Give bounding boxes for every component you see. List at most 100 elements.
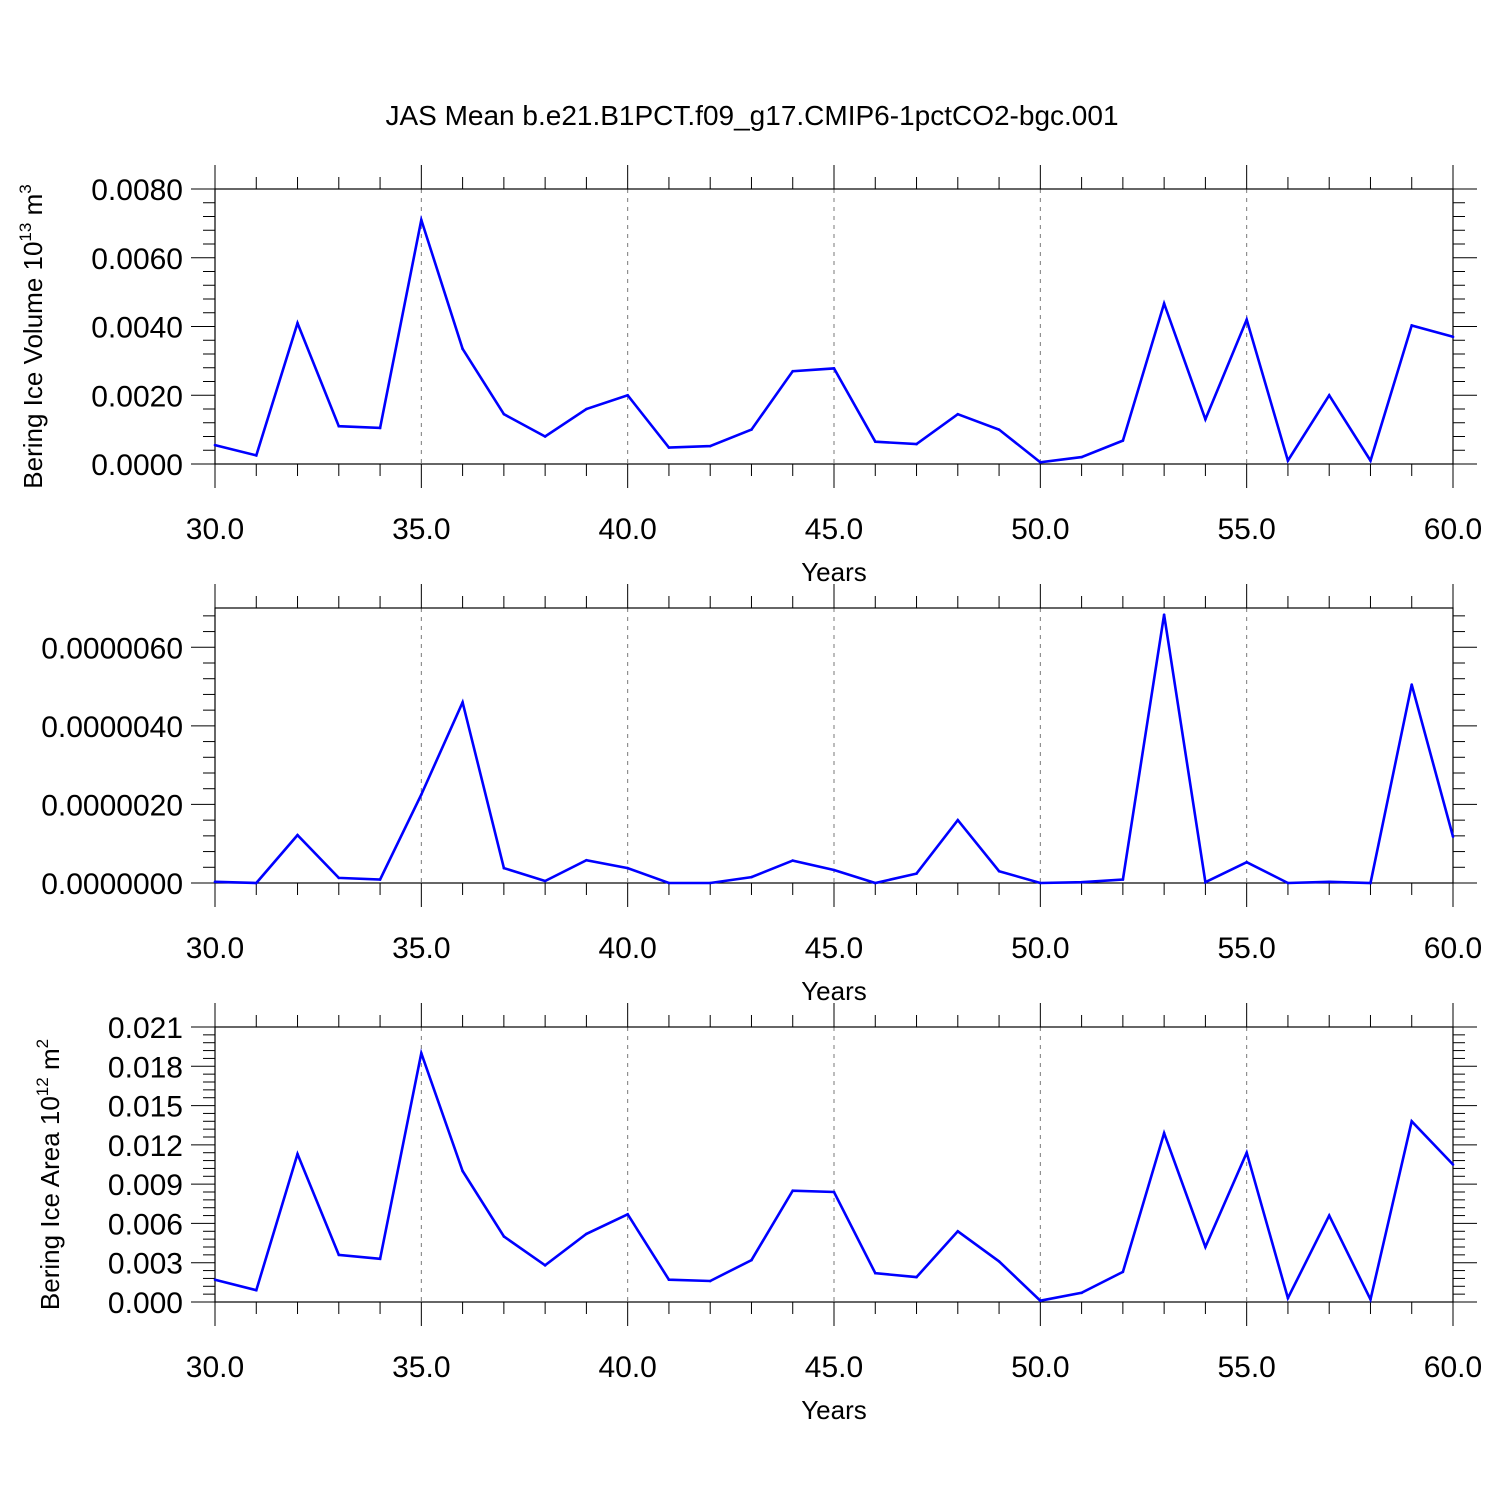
x-axis-title: Years [801, 1395, 867, 1425]
data-point [915, 442, 918, 446]
y-tick-label: 0.0000020 [41, 789, 183, 822]
data-point [461, 347, 464, 351]
data-point [502, 1235, 506, 1238]
data-point [1410, 324, 1414, 327]
data-point [832, 367, 836, 370]
x-tick-label: 45.0 [805, 513, 863, 546]
chart-panel-1: 30.0 35.0 40.0 45.0 50.0 55.0 60.0 Years 0.0000 0… [16, 165, 1482, 587]
panels: 30.0 35.0 40.0 45.0 50.0 55.0 60.0 Years 0.00000… [16, 165, 1482, 1425]
data-point [1451, 835, 1455, 838]
data-point [213, 880, 217, 884]
data-point [213, 1278, 217, 1282]
data-point [1039, 460, 1042, 464]
data-point [1327, 393, 1331, 397]
data-point [378, 878, 382, 881]
x-tick-label: 40.0 [598, 932, 656, 965]
data-point [1286, 459, 1290, 462]
data-point [1410, 1119, 1414, 1123]
x-tick-label: 30.0 [186, 513, 244, 546]
chart-panel-3: 30.0 35.0 40.0 45.0 50.0 55.0 60.0 Years 0.000 0.… [33, 1003, 1482, 1425]
data-point [1410, 683, 1414, 686]
data-point [791, 859, 795, 862]
data-point [791, 369, 795, 373]
chart-panel-2: 30.0 35.0 40.0 45.0 50.0 55.0 60.0 Years 0.00000… [41, 584, 1482, 1006]
data-point [1286, 1296, 1290, 1300]
data-point [1121, 878, 1125, 881]
x-tick-label: 45.0 [805, 1351, 863, 1384]
data-point [1369, 459, 1372, 462]
data-point [832, 868, 836, 872]
data-point [1039, 1299, 1042, 1302]
data-point [420, 218, 423, 222]
y-tick-label: 0.021 [108, 1012, 183, 1045]
data-point [1327, 880, 1331, 884]
data-point [1245, 860, 1248, 864]
data-point [1451, 1163, 1455, 1166]
y-tick-label: 0.0040 [91, 312, 183, 345]
x-tick-label: 40.0 [598, 513, 656, 546]
x-tick-label: 55.0 [1217, 932, 1275, 965]
data-point [832, 1190, 836, 1194]
data-point [750, 875, 753, 879]
data-point [585, 407, 588, 411]
data-point [750, 1258, 753, 1262]
data-point [1162, 302, 1166, 305]
data-point [873, 440, 877, 443]
x-tick-label: 50.0 [1011, 932, 1069, 965]
data-point [420, 1051, 423, 1055]
y-tick-label: 0.018 [108, 1051, 183, 1084]
data-point [420, 793, 423, 796]
data-point [956, 412, 960, 416]
data-point [1327, 1214, 1331, 1217]
y-tick-label: 0.009 [108, 1169, 183, 1202]
x-tick-label: 35.0 [392, 932, 450, 965]
data-point [667, 446, 671, 449]
data-point [956, 1229, 960, 1233]
data-point [585, 858, 588, 862]
y-tick-label: 0.003 [108, 1248, 183, 1281]
data-point [502, 412, 506, 416]
x-tick-label: 30.0 [186, 932, 244, 965]
x-tick-label: 55.0 [1217, 1351, 1275, 1384]
data-point [1162, 1131, 1166, 1135]
data-point [254, 454, 258, 457]
data-point [791, 1189, 795, 1192]
y-tick-label: 0.012 [108, 1130, 183, 1163]
y-tick-label: 0.0020 [91, 380, 183, 413]
x-tick-label: 40.0 [598, 1351, 656, 1384]
x-tick-label: 55.0 [1217, 513, 1275, 546]
data-point [956, 818, 960, 822]
data-point [997, 1260, 1001, 1263]
data-point [213, 443, 217, 447]
data-point [1286, 881, 1290, 885]
data-point [708, 881, 712, 885]
x-tick-label: 50.0 [1011, 513, 1069, 546]
data-point [1245, 1151, 1248, 1155]
data-point [873, 1271, 877, 1275]
y-tick-label: 0.0080 [91, 174, 183, 207]
data-point [254, 881, 258, 885]
x-tick-label: 60.0 [1424, 1351, 1482, 1384]
y-tick-label: 0.0000060 [41, 632, 183, 665]
data-point [296, 833, 299, 837]
y-tick-label: 0.0060 [91, 243, 183, 276]
x-tick-label: 45.0 [805, 932, 863, 965]
data-point [296, 321, 299, 325]
data-point [1121, 1270, 1125, 1274]
data-point [667, 881, 671, 885]
data-point [1080, 880, 1083, 884]
data-point [1204, 418, 1207, 421]
data-point [626, 1212, 629, 1216]
y-axis-title: Bering Ice Area 1012 m2 [33, 1039, 65, 1310]
data-point [1080, 1291, 1083, 1295]
data-point [997, 428, 1001, 431]
data-point [626, 866, 629, 870]
y-tick-label: 0.000 [108, 1287, 183, 1320]
chart-title: JAS Mean b.e21.B1PCT.f09_g17.CMIP6-1pctC… [385, 100, 1118, 131]
data-point [1121, 439, 1125, 442]
x-tick-label: 60.0 [1424, 513, 1482, 546]
x-axis-title: Years [801, 557, 867, 587]
y-tick-label: 0.006 [108, 1208, 183, 1241]
data-point [1039, 881, 1042, 885]
